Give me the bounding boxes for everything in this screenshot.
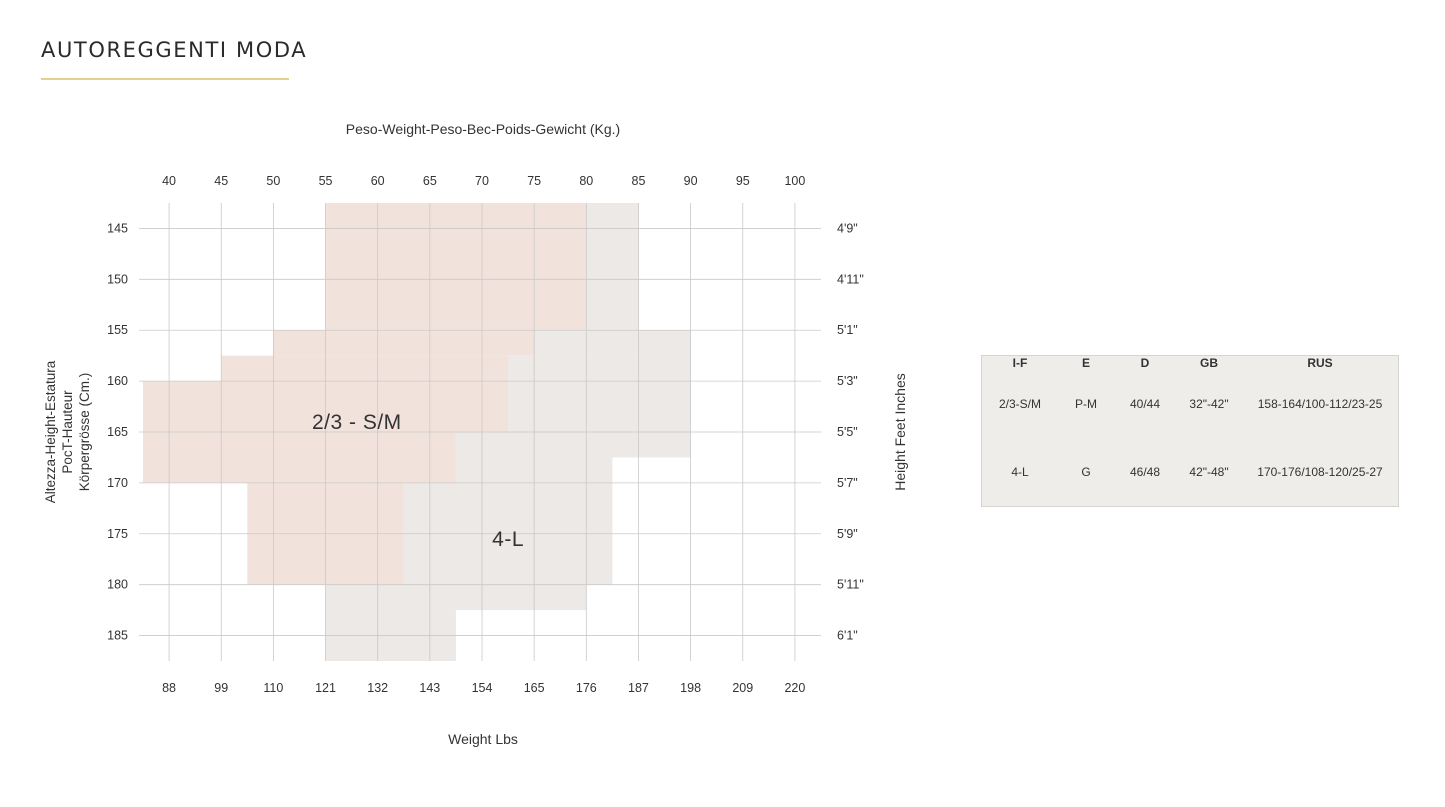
x-tick-label-kg: 50 (266, 174, 280, 188)
x-tick-label-lbs: 176 (576, 681, 597, 695)
x-tick-label-kg: 65 (423, 174, 437, 188)
y-tick-label-feet: 5'3" (837, 374, 858, 388)
y-axis-title-left: Altezza-Height-Estatura (43, 360, 58, 503)
zone-region (273, 330, 535, 356)
y-tick-label-feet: 5'5" (837, 425, 858, 439)
y-axis-title-left: PocT-Hauteur (60, 390, 75, 474)
x-tick-label-lbs: 99 (214, 681, 228, 695)
table-cell: 2/3-S/M (998, 397, 1041, 411)
x-tick-label-lbs: 187 (628, 681, 649, 695)
x-tick-label-kg: 75 (527, 174, 541, 188)
zone-label: 2/3 - S/M (312, 411, 402, 434)
x-tick-label-lbs: 154 (472, 681, 493, 695)
table-cell: P-M (1075, 397, 1097, 411)
table-header-cell: GB (1200, 356, 1218, 370)
x-tick-label-lbs: 143 (419, 681, 440, 695)
x-tick-label-lbs: 121 (315, 681, 336, 695)
zone-region (143, 432, 456, 483)
y-tick-label-feet: 5'11" (837, 578, 864, 592)
x-tick-label-kg: 100 (784, 174, 805, 188)
table-cell: 4-L (1011, 465, 1029, 479)
y-axis-title-right: Height Feet Inches (892, 373, 908, 491)
table-cell: 40/44 (1129, 397, 1161, 411)
y-tick-label-feet: 5'7" (837, 476, 858, 490)
page-title: AUTOREGGENTI MODA (41, 38, 308, 62)
table-cell: 170-176/108-120/25-27 (1257, 465, 1383, 479)
y-tick-label-cm: 155 (107, 323, 128, 337)
x-tick-label-lbs: 110 (263, 681, 283, 695)
zone-region (534, 330, 691, 356)
y-tick-label-cm: 170 (107, 476, 128, 490)
zone-region (325, 203, 587, 331)
y-tick-label-feet: 4'9" (837, 221, 858, 235)
x-tick-label-lbs: 165 (524, 681, 545, 695)
size-chart: Peso-Weight-Peso-Bec-Poids-Gewicht (Kg.)… (43, 121, 908, 747)
x-tick-label-lbs: 220 (784, 681, 805, 695)
y-tick-label-feet: 6'1" (837, 629, 858, 643)
grid-layer (139, 203, 821, 661)
x-tick-label-lbs: 209 (732, 681, 753, 695)
y-tick-label-cm: 150 (107, 272, 128, 286)
x-tick-label-kg: 40 (162, 174, 176, 188)
table-header-cell: RUS (1307, 356, 1333, 370)
x-tick-label-kg: 45 (214, 174, 228, 188)
zone-region (325, 584, 587, 611)
table-header-cell: E (1081, 356, 1090, 370)
title-underline (41, 78, 289, 80)
table-header-cell: D (1140, 356, 1150, 370)
x-tick-label-lbs: 132 (367, 681, 388, 695)
y-tick-label-feet: 4'11" (837, 272, 864, 286)
table-header-row: I-F E D GB RUS (982, 356, 1398, 370)
table-cell: G (1081, 465, 1091, 479)
table-cell: 46/48 (1129, 465, 1161, 479)
x-tick-label-lbs: 198 (680, 681, 701, 695)
table-cell: 158-164/100-112/23-25 (1257, 397, 1383, 411)
x-tick-label-kg: 80 (579, 174, 593, 188)
y-tick-label-feet: 5'1" (837, 323, 858, 337)
table-header-cell: I-F (1012, 356, 1028, 370)
x-tick-label-kg: 90 (684, 174, 698, 188)
zone-region (508, 355, 691, 432)
y-tick-label-cm: 180 (107, 578, 128, 592)
y-axis-title-left: Körpergrösse (Cm.) (77, 373, 92, 492)
table-row: 4-L G 46/48 42"-48" 170-176/108-120/25-2… (982, 438, 1398, 506)
chart-title: Peso-Weight-Peso-Bec-Poids-Gewicht (Kg.) (346, 121, 620, 137)
zone-region (586, 203, 639, 331)
table-cell: 32"-42" (1189, 397, 1229, 411)
zone-label: 4-L (492, 528, 524, 551)
size-conversion-table: I-F E D GB RUS 2/3-S/M P-M 40/44 32"-42"… (981, 355, 1399, 507)
y-tick-label-cm: 160 (107, 374, 128, 388)
y-tick-label-cm: 165 (107, 425, 128, 439)
labels-layer: Peso-Weight-Peso-Bec-Poids-Gewicht (Kg.)… (43, 121, 908, 747)
x-tick-label-kg: 55 (319, 174, 333, 188)
y-tick-label-cm: 185 (107, 629, 128, 643)
x-tick-label-kg: 95 (736, 174, 750, 188)
table-row: 2/3-S/M P-M 40/44 32"-42" 158-164/100-11… (982, 370, 1398, 438)
y-tick-label-cm: 145 (107, 221, 128, 235)
x-tick-label-kg: 60 (371, 174, 385, 188)
x-tick-label-lbs: 88 (162, 681, 176, 695)
table-cell: 42"-48" (1189, 465, 1229, 479)
x-tick-label-kg: 85 (632, 174, 646, 188)
zone-region (221, 355, 509, 382)
x-axis-title: Weight Lbs (448, 731, 518, 747)
x-tick-label-kg: 70 (475, 174, 489, 188)
y-tick-label-cm: 175 (107, 527, 128, 541)
y-tick-label-feet: 5'9" (837, 527, 858, 541)
